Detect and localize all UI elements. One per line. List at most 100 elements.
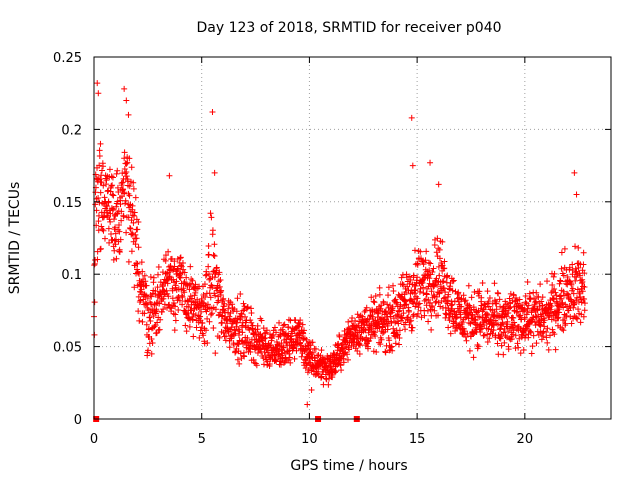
data-point bbox=[562, 320, 569, 327]
data-point bbox=[461, 328, 468, 335]
data-point bbox=[148, 293, 155, 300]
data-point bbox=[147, 318, 154, 325]
data-point bbox=[154, 319, 161, 326]
data-point bbox=[541, 317, 548, 324]
data-point bbox=[513, 309, 520, 316]
data-point bbox=[94, 80, 101, 87]
data-point bbox=[110, 192, 117, 199]
data-point bbox=[139, 318, 146, 325]
data-point bbox=[179, 293, 186, 300]
data-point bbox=[518, 305, 525, 312]
data-point bbox=[362, 327, 369, 334]
data-point bbox=[112, 224, 119, 231]
data-point bbox=[407, 276, 414, 283]
data-point bbox=[385, 284, 392, 291]
data-point bbox=[372, 293, 379, 300]
data-point bbox=[139, 268, 146, 275]
data-point bbox=[204, 340, 211, 347]
data-point bbox=[229, 331, 236, 338]
data-point bbox=[302, 346, 309, 353]
data-point bbox=[208, 214, 215, 221]
data-point bbox=[521, 314, 528, 321]
data-point bbox=[95, 90, 102, 97]
data-point bbox=[541, 323, 548, 330]
data-point bbox=[128, 164, 135, 171]
data-point bbox=[223, 333, 230, 340]
data-point bbox=[97, 189, 104, 196]
data-point bbox=[199, 320, 206, 327]
data-point bbox=[433, 293, 440, 300]
data-point bbox=[453, 313, 460, 320]
data-point bbox=[226, 313, 233, 320]
x-tick-label: 5 bbox=[198, 432, 206, 447]
data-point bbox=[218, 319, 225, 326]
data-point bbox=[98, 179, 105, 186]
data-point bbox=[535, 332, 542, 339]
data-point bbox=[573, 268, 580, 275]
data-point bbox=[211, 169, 218, 176]
data-point bbox=[396, 341, 403, 348]
data-point bbox=[430, 265, 437, 272]
data-point bbox=[570, 304, 577, 311]
data-point bbox=[429, 269, 436, 276]
data-point bbox=[431, 241, 438, 248]
data-point bbox=[216, 334, 223, 341]
data-point bbox=[132, 231, 139, 238]
data-point bbox=[211, 274, 218, 281]
data-point bbox=[402, 298, 409, 305]
data-point bbox=[211, 241, 218, 248]
data-point bbox=[567, 278, 574, 285]
data-point bbox=[395, 313, 402, 320]
data-point bbox=[478, 294, 485, 301]
data-point bbox=[409, 324, 416, 331]
data-point bbox=[128, 248, 135, 255]
data-point bbox=[108, 173, 115, 180]
data-point bbox=[428, 288, 435, 295]
data-point bbox=[110, 206, 117, 213]
data-point bbox=[197, 327, 204, 334]
data-point bbox=[298, 353, 305, 360]
data-point bbox=[309, 339, 316, 346]
data-point bbox=[414, 261, 421, 268]
data-point bbox=[106, 166, 113, 173]
data-point bbox=[568, 320, 575, 327]
data-point bbox=[465, 282, 472, 289]
data-point bbox=[470, 354, 477, 361]
data-point bbox=[533, 289, 540, 296]
data-point bbox=[160, 306, 167, 313]
data-point bbox=[122, 170, 129, 177]
data-point bbox=[436, 290, 443, 297]
data-point bbox=[554, 315, 561, 322]
data-point bbox=[218, 320, 225, 327]
data-point bbox=[237, 350, 244, 357]
data-point bbox=[98, 167, 105, 174]
data-point bbox=[357, 342, 364, 349]
data-point bbox=[410, 311, 417, 318]
data-point bbox=[421, 312, 428, 319]
data-point bbox=[415, 304, 422, 311]
data-point bbox=[489, 330, 496, 337]
data-point bbox=[170, 299, 177, 306]
data-point bbox=[418, 314, 425, 321]
data-point bbox=[446, 317, 453, 324]
data-point bbox=[210, 324, 217, 331]
data-point bbox=[198, 295, 205, 302]
data-point bbox=[563, 312, 570, 319]
data-point bbox=[436, 272, 443, 279]
data-point bbox=[580, 249, 587, 256]
data-point bbox=[505, 309, 512, 316]
data-point bbox=[244, 304, 251, 311]
data-point bbox=[581, 296, 588, 303]
data-point bbox=[97, 245, 104, 252]
data-point bbox=[177, 254, 184, 261]
data-point bbox=[354, 311, 361, 318]
data-point bbox=[248, 309, 255, 316]
data-point bbox=[205, 263, 212, 270]
data-point bbox=[183, 274, 190, 281]
data-point bbox=[372, 332, 379, 339]
data-point bbox=[355, 341, 362, 348]
data-point bbox=[449, 287, 456, 294]
data-point bbox=[387, 313, 394, 320]
data-point bbox=[514, 297, 521, 304]
data-point bbox=[171, 263, 178, 270]
